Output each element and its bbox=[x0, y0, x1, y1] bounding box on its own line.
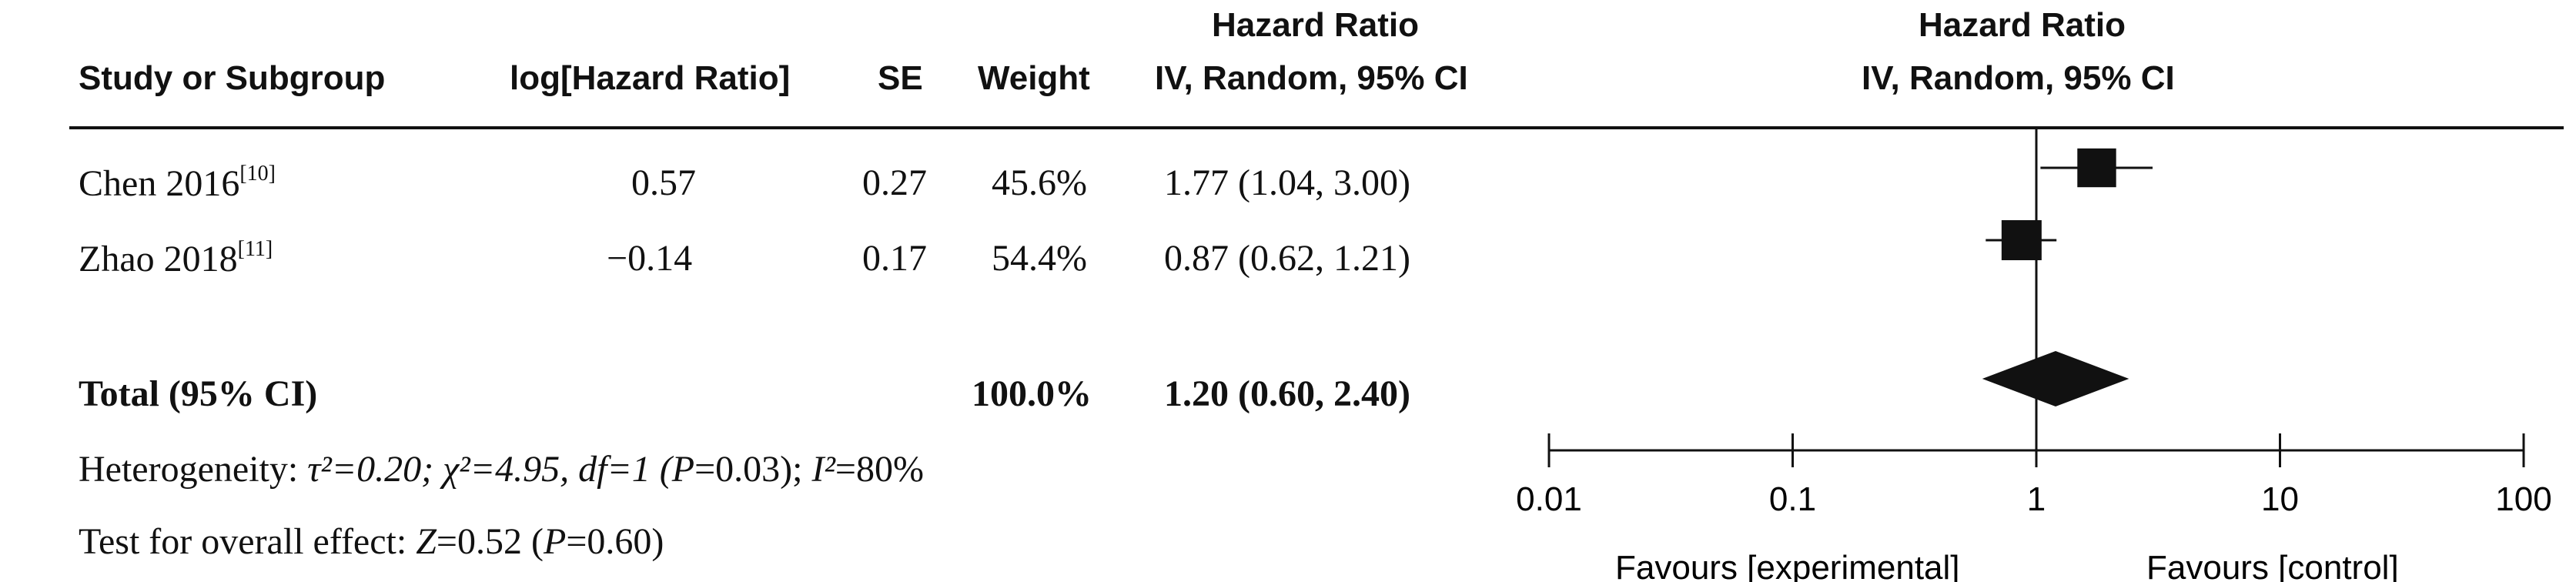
row-ci: 0.87 (0.62, 1.21) bbox=[1164, 238, 1410, 279]
heterogeneity-chi2: χ²=4.95, df=1 ( bbox=[443, 449, 672, 490]
row-study-name: Zhao 2018[11] bbox=[79, 237, 273, 280]
favours-right-label: Favours [control] bbox=[2146, 549, 2399, 582]
total-ci: 1.20 (0.60, 2.40) bbox=[1164, 373, 1410, 414]
plot-header-method: IV, Random, 95% CI bbox=[1862, 59, 2175, 97]
total-label: Total (95% CI) bbox=[79, 373, 318, 414]
header-rule bbox=[69, 126, 2564, 129]
x-axis-tick-label: 0.01 bbox=[1516, 480, 1582, 518]
overall-z-label: Z bbox=[416, 521, 437, 562]
study-ref: [11] bbox=[237, 237, 273, 261]
study-name: Chen 2016 bbox=[79, 163, 240, 204]
header-hr-title: Hazard Ratio bbox=[1212, 6, 1419, 44]
x-axis-tick-label: 100 bbox=[2495, 480, 2551, 518]
total-weight: 100.0% bbox=[972, 373, 1092, 414]
header-study: Study or Subgroup bbox=[79, 59, 386, 97]
overall-p-value: =0.60) bbox=[566, 521, 664, 562]
header-weight: Weight bbox=[978, 59, 1090, 97]
favours-left-label: Favours [experimental] bbox=[1615, 549, 1960, 582]
row-se: 0.17 bbox=[862, 238, 927, 279]
pooled-diamond bbox=[1982, 351, 2129, 406]
plot-header-title: Hazard Ratio bbox=[1919, 6, 2126, 44]
row-weight: 54.4% bbox=[992, 238, 1087, 279]
row-log-hr: −0.14 bbox=[607, 238, 693, 279]
header-log-hr: log[Hazard Ratio] bbox=[510, 59, 791, 97]
heterogeneity-tau2: τ²=0.20; bbox=[307, 449, 443, 490]
header-hr-method: IV, Random, 95% CI bbox=[1155, 59, 1468, 97]
study-point-square bbox=[2077, 148, 2116, 188]
row-study-name: Chen 2016[10] bbox=[79, 162, 276, 205]
heterogeneity-line: Heterogeneity: τ²=0.20; χ²=4.95, df=1 (P… bbox=[79, 448, 924, 490]
row-log-hr: 0.57 bbox=[631, 162, 696, 203]
heterogeneity-p-label: P bbox=[671, 449, 695, 490]
row-weight: 45.6% bbox=[992, 162, 1087, 203]
row-ci: 1.77 (1.04, 3.00) bbox=[1164, 162, 1410, 203]
study-name: Zhao 2018 bbox=[79, 239, 238, 279]
x-axis-tick-label: 10 bbox=[2261, 480, 2299, 518]
study-ref: [10] bbox=[239, 162, 276, 186]
overall-z-value: =0.52 ( bbox=[436, 521, 544, 562]
heterogeneity-p-value: =0.03); bbox=[694, 449, 812, 490]
row-se: 0.27 bbox=[862, 162, 927, 203]
heterogeneity-i2-label: I² bbox=[811, 449, 835, 490]
overall-p-label: P bbox=[543, 521, 567, 562]
x-axis-tick-label: 1 bbox=[2027, 480, 2046, 518]
overall-prefix: Test for overall effect: bbox=[79, 521, 417, 562]
heterogeneity-i2-value: =80% bbox=[835, 449, 924, 490]
x-axis-tick-label: 0.1 bbox=[1769, 480, 1816, 518]
header-se: SE bbox=[878, 59, 923, 97]
study-point-square bbox=[2001, 220, 2042, 260]
overall-effect-line: Test for overall effect: Z=0.52 (P=0.60) bbox=[79, 520, 664, 563]
heterogeneity-prefix: Heterogeneity: bbox=[79, 449, 308, 490]
